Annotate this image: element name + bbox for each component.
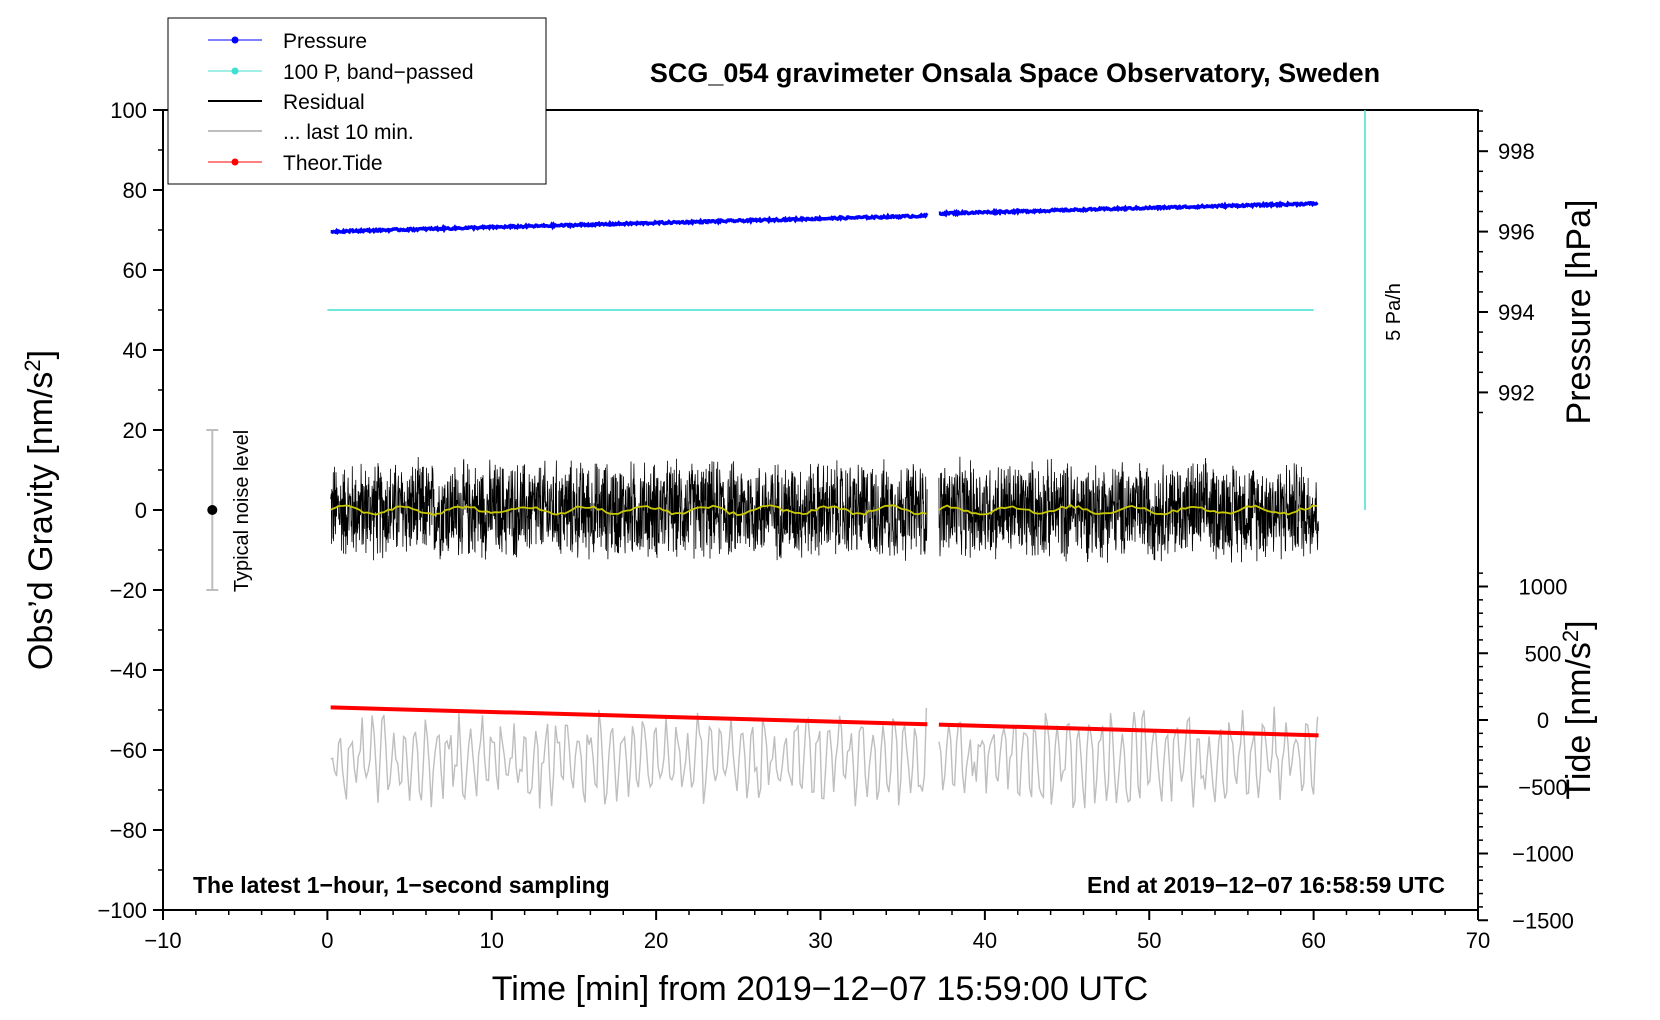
tide-tick-label: 1000 <box>1519 575 1568 600</box>
x-tick-label: 50 <box>1137 928 1161 953</box>
noise-label: Typical noise level <box>231 430 253 592</box>
tide-tick-label: 500 <box>1525 641 1562 666</box>
y-tick-label: −100 <box>97 898 147 923</box>
pressure-rate-label: 5 Pa/h <box>1383 283 1405 341</box>
x-tick-label: 40 <box>973 928 997 953</box>
pressure-tick-label: 996 <box>1498 220 1535 245</box>
end-time-note: End at 2019−12−07 16:58:59 UTC <box>1087 872 1445 898</box>
legend-marker-bandpassed <box>231 67 239 75</box>
y-tick-label: −20 <box>110 578 147 603</box>
noise-indicator: Typical noise level <box>206 429 253 592</box>
pressure-tick-label: 992 <box>1498 380 1535 405</box>
tide-tick-label: −1500 <box>1512 908 1574 933</box>
pressure-axis-title: Pressure [hPa] <box>1560 200 1598 425</box>
tide-tick-label: −500 <box>1518 775 1568 800</box>
pressure-tick-label: 994 <box>1498 300 1535 325</box>
y-axis-title: Obs’d Gravity [nm/s2] <box>20 350 61 670</box>
series-theor-tide <box>938 722 1319 738</box>
noise-dot <box>207 505 218 515</box>
series-residual-segment <box>938 456 1319 563</box>
x-tick-label: 60 <box>1301 928 1325 953</box>
series-residual-smoothed <box>938 503 1318 516</box>
legend-label-residual: Residual <box>283 91 365 114</box>
series-pressure <box>938 200 1319 218</box>
tide-tick-label: −1000 <box>1512 842 1574 867</box>
series-last-10-min <box>330 707 928 809</box>
series-theor-tide <box>330 705 928 727</box>
y-tick-label: 100 <box>110 98 147 123</box>
y-tick-label: 0 <box>135 498 147 523</box>
legend-label-last10: ... last 10 min. <box>283 121 414 144</box>
x-tick-label: −10 <box>144 928 181 953</box>
y-tick-label: 80 <box>123 178 147 203</box>
y-tick-label: 60 <box>123 258 147 283</box>
tide-tick-label: 0 <box>1537 708 1549 733</box>
legend-label-pressure: Pressure <box>283 30 367 53</box>
y-tick-label: 20 <box>123 418 147 443</box>
legend-label-bandpassed: 100 P, band−passed <box>283 61 474 84</box>
chart-title: SCG_054 gravimeter Onsala Space Observat… <box>650 58 1380 88</box>
legend-marker-tide <box>231 158 239 166</box>
y-tick-label: −40 <box>110 658 147 683</box>
y-tick-label: 40 <box>123 338 147 363</box>
x-axis-title: Time [min] from 2019−12−07 15:59:00 UTC <box>492 970 1148 1008</box>
x-tick-label: 20 <box>644 928 668 953</box>
x-tick-label: 10 <box>480 928 504 953</box>
legend: Pressure 100 P, band−passed Residual ...… <box>167 17 547 185</box>
series-residual-smoothed <box>330 504 927 517</box>
series-pressure <box>330 212 929 235</box>
x-tick-label: 70 <box>1466 928 1490 953</box>
x-tick-label: 30 <box>808 928 832 953</box>
legend-label-tide: Theor.Tide <box>283 152 383 175</box>
legend-marker-pressure <box>231 36 239 44</box>
sampling-note: The latest 1−hour, 1−second sampling <box>193 872 610 898</box>
x-tick-label: 0 <box>321 928 333 953</box>
y-tick-label: −60 <box>110 738 147 763</box>
tide-axis-title: Tide [nm/s2] <box>1558 620 1599 799</box>
series-residual-segment <box>330 456 928 561</box>
y-tick-label: −80 <box>110 818 147 843</box>
pressure-tick-label: 998 <box>1498 139 1535 164</box>
